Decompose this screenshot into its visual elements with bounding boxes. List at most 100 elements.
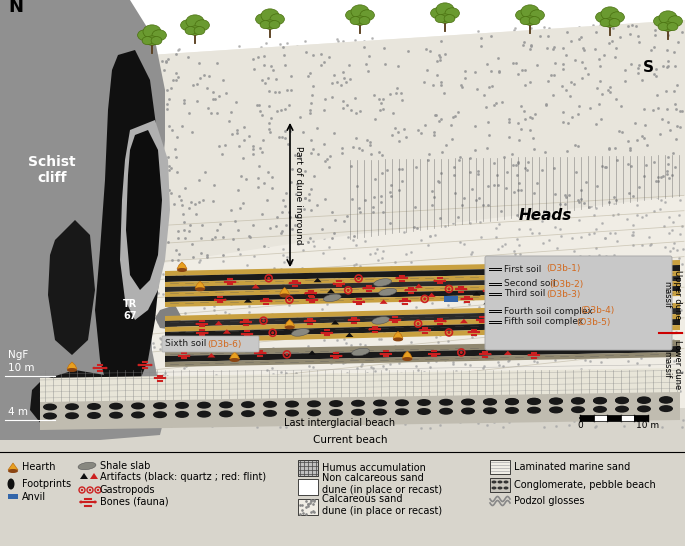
Text: First soil: First soil — [504, 264, 545, 274]
Ellipse shape — [138, 30, 152, 40]
Text: Calcareous sand
dune (in place or recast): Calcareous sand dune (in place or recast… — [322, 494, 442, 516]
Ellipse shape — [249, 321, 252, 323]
Circle shape — [262, 319, 265, 322]
Ellipse shape — [605, 289, 608, 291]
Circle shape — [460, 351, 463, 354]
Ellipse shape — [214, 299, 216, 301]
Ellipse shape — [540, 289, 543, 290]
Polygon shape — [285, 319, 295, 327]
Ellipse shape — [105, 367, 108, 369]
Ellipse shape — [342, 283, 345, 284]
Polygon shape — [279, 288, 290, 294]
Ellipse shape — [637, 396, 651, 403]
Ellipse shape — [521, 329, 523, 330]
Ellipse shape — [153, 377, 156, 379]
Polygon shape — [543, 292, 551, 296]
Polygon shape — [393, 331, 403, 339]
Polygon shape — [251, 284, 260, 288]
Polygon shape — [195, 281, 205, 288]
Polygon shape — [30, 370, 115, 428]
Ellipse shape — [333, 283, 335, 284]
Ellipse shape — [603, 18, 616, 27]
Ellipse shape — [351, 5, 369, 19]
Ellipse shape — [178, 355, 180, 357]
Polygon shape — [379, 299, 388, 304]
Ellipse shape — [351, 400, 365, 407]
Ellipse shape — [197, 402, 211, 408]
Ellipse shape — [393, 337, 403, 341]
Text: Heads: Heads — [519, 207, 572, 223]
Ellipse shape — [224, 299, 227, 301]
Ellipse shape — [153, 411, 167, 418]
Bar — [0, 408, 685, 546]
Ellipse shape — [256, 14, 270, 25]
Ellipse shape — [593, 406, 607, 413]
Ellipse shape — [78, 462, 96, 470]
Ellipse shape — [634, 290, 637, 293]
Ellipse shape — [395, 408, 409, 416]
Ellipse shape — [637, 405, 651, 412]
Ellipse shape — [348, 319, 350, 321]
Polygon shape — [165, 346, 680, 362]
Ellipse shape — [303, 320, 306, 322]
Ellipse shape — [409, 300, 411, 302]
Polygon shape — [40, 368, 680, 410]
Ellipse shape — [329, 409, 343, 416]
Ellipse shape — [603, 298, 606, 300]
Polygon shape — [165, 303, 680, 321]
Ellipse shape — [489, 353, 492, 355]
Ellipse shape — [443, 280, 446, 282]
Ellipse shape — [346, 10, 360, 21]
Ellipse shape — [552, 318, 555, 320]
Ellipse shape — [615, 396, 629, 403]
FancyBboxPatch shape — [485, 256, 672, 350]
Polygon shape — [504, 351, 512, 355]
Ellipse shape — [653, 298, 656, 299]
Ellipse shape — [65, 403, 79, 410]
Polygon shape — [497, 332, 506, 336]
Text: Last interglacial beach: Last interglacial beach — [284, 418, 395, 428]
Ellipse shape — [493, 289, 495, 292]
Ellipse shape — [87, 412, 101, 419]
Ellipse shape — [175, 411, 189, 418]
Ellipse shape — [219, 411, 233, 417]
Text: 0: 0 — [577, 421, 583, 430]
Ellipse shape — [206, 323, 208, 325]
Ellipse shape — [285, 410, 299, 417]
Ellipse shape — [404, 289, 407, 292]
Ellipse shape — [142, 37, 153, 45]
Ellipse shape — [93, 501, 97, 503]
Ellipse shape — [527, 398, 541, 405]
Ellipse shape — [615, 289, 617, 291]
Ellipse shape — [188, 355, 190, 357]
Ellipse shape — [269, 21, 280, 28]
Ellipse shape — [330, 355, 333, 357]
Ellipse shape — [314, 293, 316, 294]
Ellipse shape — [530, 289, 533, 290]
Ellipse shape — [131, 402, 145, 410]
Ellipse shape — [43, 412, 57, 419]
Text: (D3b-1): (D3b-1) — [546, 264, 580, 274]
Ellipse shape — [625, 320, 628, 322]
Ellipse shape — [186, 15, 204, 28]
Polygon shape — [523, 295, 533, 302]
Polygon shape — [460, 319, 468, 323]
Ellipse shape — [379, 353, 382, 355]
Polygon shape — [595, 333, 603, 337]
Ellipse shape — [524, 16, 536, 25]
Ellipse shape — [143, 25, 161, 38]
Ellipse shape — [428, 353, 431, 355]
Ellipse shape — [164, 377, 166, 379]
Ellipse shape — [360, 10, 375, 21]
Ellipse shape — [358, 319, 360, 321]
Polygon shape — [150, 20, 685, 265]
Ellipse shape — [523, 301, 533, 306]
Text: Bones (fauna): Bones (fauna) — [100, 497, 169, 507]
Ellipse shape — [461, 399, 475, 406]
Ellipse shape — [492, 480, 497, 484]
Ellipse shape — [379, 288, 397, 296]
Polygon shape — [427, 293, 436, 297]
Polygon shape — [177, 262, 187, 269]
Bar — [298, 460, 318, 476]
Polygon shape — [229, 352, 240, 359]
